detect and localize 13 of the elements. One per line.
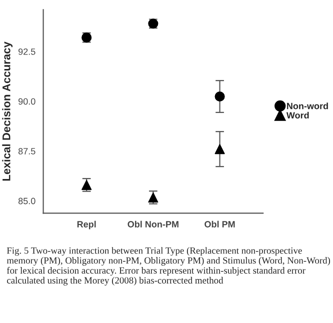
point bbox=[214, 91, 225, 102]
legend-label: Non-word bbox=[287, 102, 328, 110]
legend-label: Word bbox=[286, 112, 309, 119]
caption: Fig. 5 Two-way interaction between Trial Type (Replacement non-prospective memory (PM), Obligatory non-PM, Obligatory PM) and Stimulus (Word, Non-Word) for lexical decision accuracy. Error bars represent within-subject standard error calculated using the Morey (2008) bias-corrected method bbox=[6, 247, 330, 286]
y-tick-label: 85.0 bbox=[18, 198, 36, 204]
y-axis-title: Lexical Decision Accuracy bbox=[2, 42, 13, 181]
point bbox=[214, 144, 225, 154]
x-tick-label: Obl Non-PM bbox=[128, 220, 178, 228]
y-tick-label: 92.5 bbox=[18, 48, 36, 55]
y-tick-label: 87.5 bbox=[18, 148, 36, 154]
x-tick-label: Obl PM bbox=[204, 220, 235, 228]
y-tick-label: 90.0 bbox=[18, 98, 36, 105]
x-tick-label: Repl bbox=[77, 220, 96, 230]
